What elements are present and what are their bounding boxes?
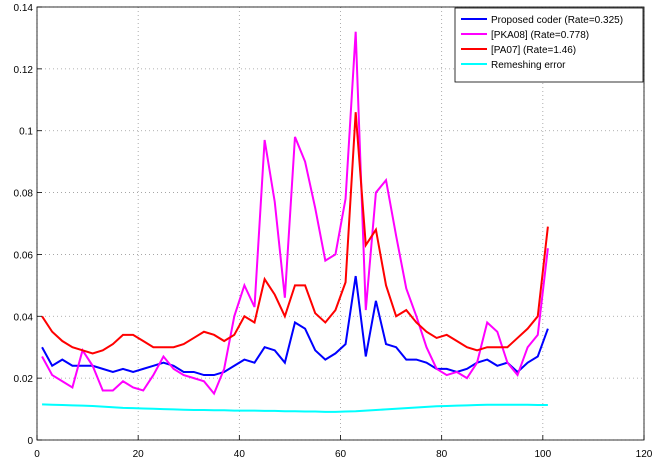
legend-label: [PKA08] (Rate=0.778) — [491, 30, 589, 41]
y-tick-label: 0.1 — [19, 127, 33, 138]
plot-frame — [36, 6, 645, 441]
x-tick-label: 80 — [436, 449, 448, 460]
y-tick-label: 0.14 — [14, 3, 34, 14]
y-tick-label: 0.02 — [14, 374, 34, 385]
series-line — [41, 31, 549, 396]
x-tick-label: 120 — [636, 449, 653, 460]
x-tick-label: 20 — [133, 449, 145, 460]
series-line — [41, 275, 549, 377]
y-tick-label: 0.12 — [14, 65, 34, 76]
legend-label: Remeshing error — [491, 60, 566, 71]
y-tick-label: 0.08 — [14, 189, 34, 200]
x-tick-label: 100 — [534, 449, 551, 460]
y-tick-label: 0 — [27, 436, 33, 447]
legend-box — [454, 7, 644, 83]
series-line — [41, 112, 549, 355]
x-tick-label: 40 — [234, 449, 246, 460]
y-tick-label: 0.04 — [14, 312, 34, 323]
legend-label: [PA07] (Rate=1.46) — [491, 45, 576, 56]
y-tick-label: 0.06 — [14, 250, 34, 261]
x-tick-label: 60 — [335, 449, 347, 460]
series-line — [42, 403, 548, 413]
x-tick-label: 0 — [34, 449, 40, 460]
legend-label: Proposed coder (Rate=0.325) — [491, 15, 623, 26]
